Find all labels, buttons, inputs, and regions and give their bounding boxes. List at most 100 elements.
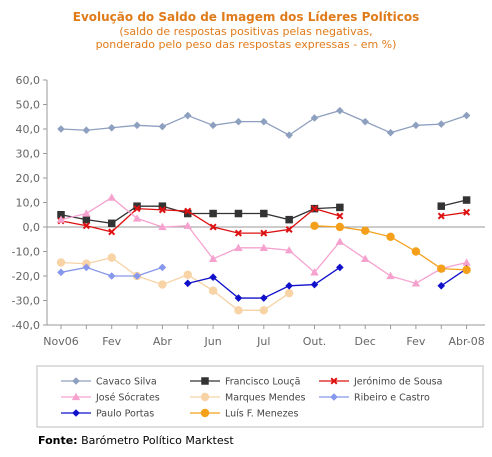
data-point [82,215,91,224]
data-point [107,193,116,201]
data-point [234,294,243,302]
data-point [437,212,445,220]
data-point [158,202,167,210]
data-point [208,286,218,295]
series-5 [57,263,167,280]
legend-label: José Sócrates [95,393,160,404]
data-point [310,280,319,289]
y-tick-label: 20,0 [16,172,41,185]
data-point [411,247,421,256]
data-point [310,268,319,276]
y-tick-label: -10,0 [12,246,40,259]
data-point [284,288,294,298]
data-point [133,202,141,210]
source-note: Fonte: Barómetro Político Marktest [38,434,234,447]
data-point [234,243,243,251]
data-point [285,282,293,290]
data-point [335,222,345,232]
data-point [56,258,66,267]
data-point [107,219,116,228]
data-point [285,215,293,224]
data-point [462,258,471,266]
data-point [310,205,319,213]
legend-marker [201,377,209,385]
series-line [60,256,290,311]
data-point [285,225,293,233]
data-point [437,202,445,210]
series-line [441,199,467,207]
series-2 [57,205,471,237]
data-point [158,222,167,231]
data-point [310,114,319,122]
data-point [209,223,217,231]
data-point [336,203,344,212]
data-point [107,253,116,262]
x-tick-label: Abr [153,335,173,348]
data-point [82,126,91,135]
data-point [209,273,217,282]
data-point [285,131,293,139]
y-tick-label: 50,0 [16,99,41,112]
data-point [57,125,65,133]
data-point [284,246,294,254]
data-point [107,123,116,132]
legend-marker [330,377,338,385]
data-point [234,306,243,315]
data-point [411,279,421,287]
source-text: Barómetro Político Marktest [77,434,234,447]
data-point [82,222,90,230]
data-point [437,120,446,128]
data-point [259,306,268,315]
data-point [234,117,243,126]
data-point [260,209,268,218]
data-point [82,209,91,217]
chart-title: Evolução do Saldo de Imagem dos Líderes … [73,10,419,24]
legend-label: Jerónimo de Sousa [353,377,442,388]
data-point [209,209,217,218]
data-point [183,279,192,288]
data-point [462,111,471,120]
data-point [259,243,268,251]
data-point [336,106,344,115]
y-tick-label: -30,0 [12,295,40,308]
data-point [361,117,369,126]
data-point [183,270,192,279]
data-point [386,271,395,280]
data-point [208,254,218,262]
x-tick-label: Jun [204,335,222,348]
legend-box [36,365,484,428]
series-4 [56,253,294,315]
y-tick-label: -40,0 [12,319,40,332]
y-tick-label: 40,0 [16,123,41,136]
x-tick-label: Dec [355,335,376,348]
data-point [462,265,471,275]
data-point [57,211,65,219]
plot-area: 60,0 50,0 40,0 30,0 20,0 10,0 0,0 -10,0 -20,0 -30… [12,74,485,348]
data-point [158,263,167,272]
legend-label: Luís F. Menezes [225,409,298,420]
legend-marker [200,392,210,402]
legend-label: Marques Mendes [225,393,306,404]
data-point [107,272,116,280]
legend-marker [72,409,80,417]
legend-marker [72,377,80,385]
x-tick-label: Abr-08 [448,335,484,348]
series-line [440,268,467,287]
legend-label: Ribeiro e Castro [354,393,430,404]
data-point [133,205,141,213]
data-point [234,209,243,218]
series-3 [56,193,471,287]
data-point [184,207,192,215]
data-point [310,221,319,230]
data-point [158,122,167,131]
data-point [437,282,446,290]
data-point [412,121,420,130]
data-point [133,121,141,130]
data-point [260,229,268,237]
data-point [437,264,446,273]
data-point [209,121,217,130]
x-tick-label: Fev [406,335,425,348]
legend-marker [330,393,338,401]
data-point [386,128,395,137]
